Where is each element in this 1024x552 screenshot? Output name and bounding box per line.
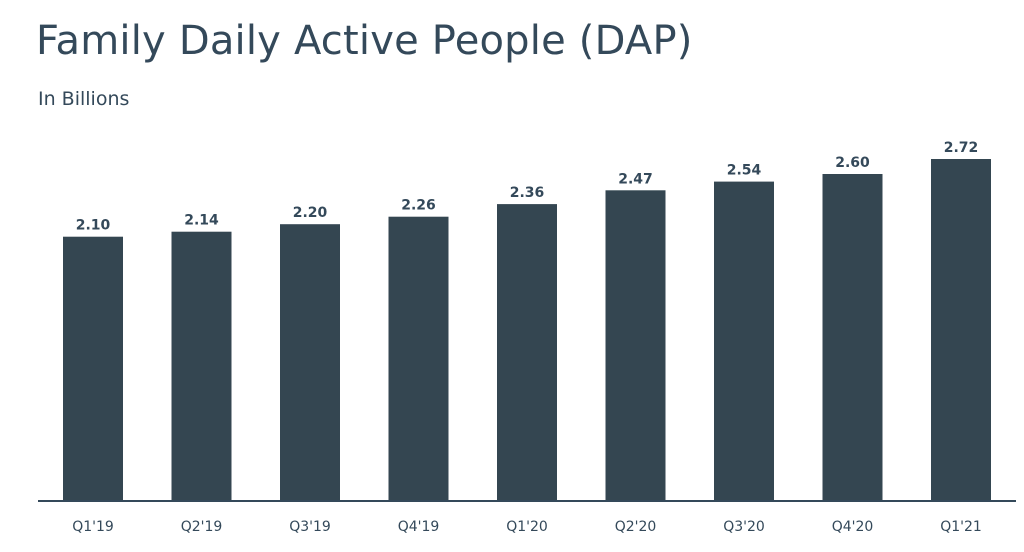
- chart-subtitle: In Billions: [38, 88, 130, 110]
- chart-title: Family Daily Active People (DAP): [36, 18, 693, 64]
- x-tick-label: Q2'20: [615, 519, 657, 535]
- x-tick-label: Q1'21: [940, 519, 982, 535]
- x-tick-label: Q1'20: [506, 519, 548, 535]
- bar-value-label: 2.20: [293, 205, 328, 221]
- bar-value-label: 2.26: [401, 198, 436, 214]
- bar-value-label: 2.36: [510, 185, 545, 201]
- bar-Q4'20: [822, 174, 883, 500]
- bar-Q2'19: [171, 231, 232, 500]
- x-tick-label: Q3'20: [723, 519, 765, 535]
- bar-Q1'21: [931, 159, 991, 500]
- x-tick-label: Q2'19: [181, 519, 223, 535]
- bar-value-label: 2.14: [184, 213, 219, 229]
- x-tick-label: Q3'19: [289, 519, 331, 535]
- value-labels-group: 2.10 2.14 2.20 2.26 2.36 2.47 2.54 2.60 2.72: [76, 140, 979, 234]
- bar-value-label: 2.10: [76, 218, 111, 234]
- bar-Q3'19: [280, 224, 340, 500]
- bar-Q3'20: [714, 181, 774, 500]
- bar-Q1'20: [497, 204, 557, 500]
- bar-Q4'19: [388, 216, 449, 500]
- bar-value-label: 2.54: [727, 163, 762, 179]
- bar-value-label: 2.47: [618, 171, 653, 187]
- bars-group: [63, 159, 991, 501]
- bar-value-label: 2.60: [835, 155, 870, 171]
- bar-value-label: 2.72: [944, 140, 979, 156]
- x-axis-tick-labels: Q1'19 Q2'19 Q3'19 Q4'19 Q1'20 Q2'20 Q3'20 Q4'20…: [72, 519, 982, 535]
- bar-Q2'20: [605, 190, 666, 501]
- bar-Q1'19: [63, 236, 123, 500]
- x-tick-label: Q4'20: [832, 519, 874, 535]
- x-tick-label: Q1'19: [72, 519, 114, 535]
- x-tick-label: Q4'19: [398, 519, 440, 535]
